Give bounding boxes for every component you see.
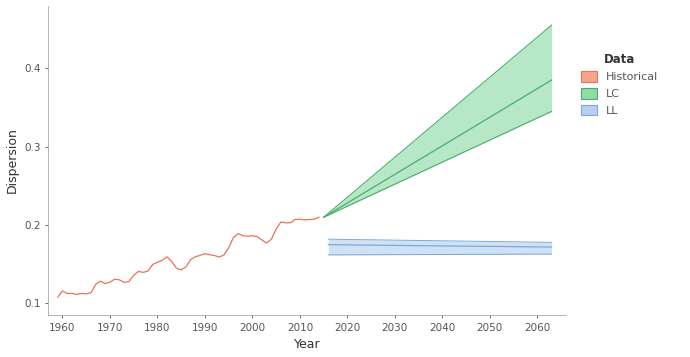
Legend: Historical, LC, LL: Historical, LC, LL <box>577 48 662 120</box>
X-axis label: Year: Year <box>294 338 320 351</box>
Y-axis label: Dispersion: Dispersion <box>6 127 19 193</box>
